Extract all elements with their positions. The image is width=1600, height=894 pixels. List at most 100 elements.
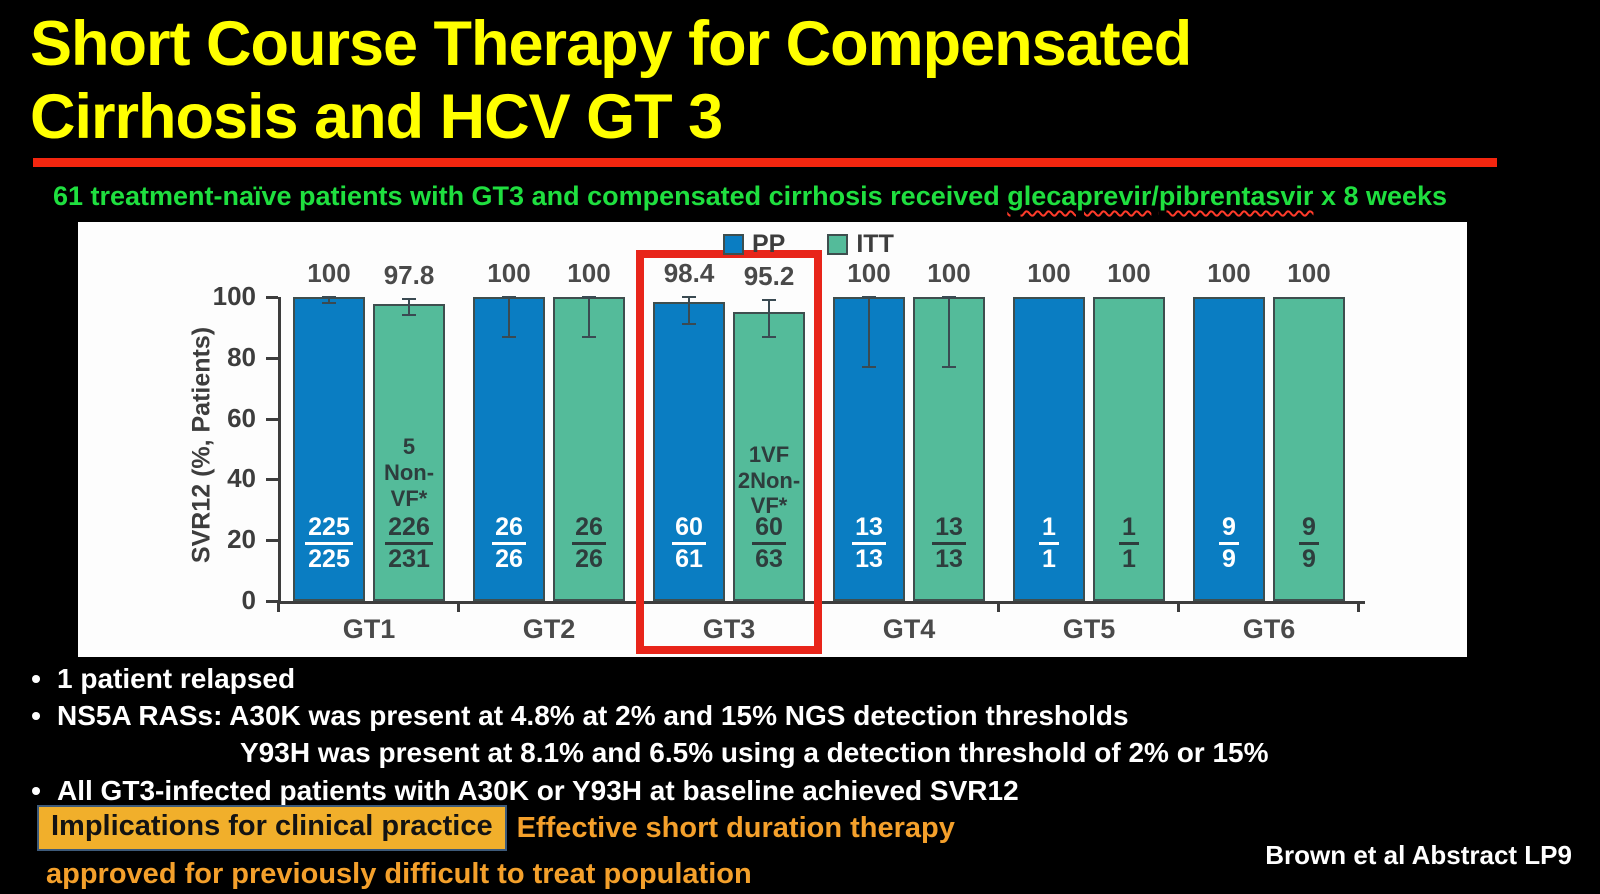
bar-GT3-PP: 60 61 [653, 301, 725, 601]
bullet-marker: • [31, 700, 41, 732]
error-bar-cap [862, 296, 876, 298]
subtitle-suffix: x 8 weeks [1313, 181, 1448, 211]
bullet-text: Y93H was present at 8.1% and 6.5% using … [240, 737, 1269, 769]
bar-fraction: 13 13 [915, 513, 983, 573]
page-title-line1: Short Course Therapy for Compensated [30, 9, 1192, 79]
x-category-label: GT1 [342, 614, 396, 644]
bar-fraction: 26 26 [555, 513, 623, 573]
error-bar-line [948, 297, 950, 367]
bar-value-label: 100 [1027, 258, 1071, 288]
error-bar-line [408, 298, 410, 316]
implications-text-line1: Effective short duration therapy [516, 811, 955, 844]
error-bar-cap [942, 296, 956, 298]
bullet-list: • 1 patient relapsed • NS5A RASs: A30K w… [15, 660, 1585, 809]
drug-name-glecaprevir: glecaprevir [1007, 181, 1152, 211]
bullet-text: All GT3-infected patients with A30K or Y… [57, 774, 1019, 806]
implications-highlight-box: Implications for clinical practice [37, 805, 507, 851]
bar-value-label: 100 [847, 258, 891, 288]
legend-label: PP [752, 230, 786, 258]
error-bar-line [768, 300, 770, 337]
bullet-item: • NS5A RASs: A30K was present at 4.8% at… [15, 697, 1585, 734]
bar-value-label: 97.8 [383, 259, 435, 290]
bar-fraction: 26 26 [475, 513, 543, 573]
bar-annotation: 5 Non- VF* [383, 433, 435, 511]
error-bar-cap [402, 314, 416, 317]
error-bar-line [868, 297, 870, 367]
implications-row: Implications for clinical practice Effec… [37, 805, 955, 851]
x-tick-mark [1177, 601, 1180, 612]
error-bar-cap [322, 302, 336, 305]
bar-value-label: 100 [487, 258, 531, 288]
y-axis-title: SVR12 (%, Patients) [187, 326, 216, 564]
x-tick-mark [997, 601, 1000, 612]
bullet-text: NS5A RASs: A30K was present at 4.8% at 2… [57, 700, 1129, 732]
bar-GT2-ITT: 26 26 [553, 297, 625, 601]
study-subtitle: 61 treatment-naïve patients with GT3 and… [0, 181, 1500, 212]
error-bar-cap [582, 296, 596, 298]
y-tick-mark [266, 478, 278, 482]
bullet-marker: • [31, 774, 41, 806]
drug-name-pibrentasvir: pibrentasvir [1158, 181, 1314, 211]
bar-value-label: 100 [1207, 258, 1251, 288]
bar-GT1-PP: 225 225 [293, 297, 365, 601]
error-bar-cap [502, 296, 516, 298]
chart-panel: 0 20 40 60 80 100 GT1 225 225 100 226 231 5 Non- VF*… [78, 222, 1467, 657]
plot-area: 0 20 40 60 80 100 GT1 225 225 100 226 231 5 Non- VF*… [78, 222, 1467, 657]
bar-annotation: 1VF 2Non- VF* [737, 441, 801, 519]
title-underline-divider [33, 158, 1497, 167]
citation-credit: Brown et al Abstract LP9 [1265, 840, 1572, 870]
error-bar-cap [762, 299, 776, 302]
bullet-text: 1 patient relapsed [57, 663, 296, 694]
x-tick-mark [1357, 601, 1360, 612]
legend-item-PP: PP [723, 230, 785, 259]
x-category-label: GT6 [1242, 614, 1296, 644]
gt3-highlight-box [636, 250, 822, 654]
bullet-marker: • [31, 663, 41, 694]
x-category-label: GT3 [702, 614, 756, 644]
implications-text-line2: approved for previously difficult to tre… [46, 858, 752, 890]
bar-value-label: 100 [1287, 258, 1331, 288]
y-tick-mark [266, 356, 278, 360]
bar-fraction: 60 61 [655, 513, 723, 573]
error-bar-cap [582, 335, 596, 338]
x-category-label: GT2 [522, 614, 576, 644]
bar-fraction: 60 63 [735, 513, 803, 573]
y-tick-label: 0 [241, 585, 256, 615]
bar-GT3-ITT: 60 63 1VF 2Non- VF* [733, 311, 805, 601]
bar-value-label: 100 [567, 258, 611, 288]
y-tick-mark [266, 600, 278, 603]
error-bar-cap [322, 296, 336, 298]
error-bar-cap [682, 323, 696, 326]
bar-GT1-ITT: 226 231 5 Non- VF* [373, 303, 445, 601]
bar-value-label: 100 [307, 258, 351, 288]
bullet-item-continuation: Y93H was present at 8.1% and 6.5% using … [15, 734, 1585, 771]
legend-swatch-PP [723, 234, 744, 255]
page-title: Short Course Therapy for Compensated Cir… [30, 8, 1192, 154]
bar-value-label: 100 [1107, 258, 1151, 288]
error-bar-line [688, 297, 690, 325]
subtitle-prefix: 61 treatment-naïve patients with GT3 and… [52, 181, 1008, 211]
bullet-marker [15, 734, 57, 771]
y-axis-line [278, 297, 281, 601]
legend-swatch-ITT [827, 234, 849, 255]
bar-fraction: 13 13 [835, 513, 903, 573]
y-tick-label: 80 [227, 341, 256, 372]
subtitle-slash: / [1151, 181, 1159, 211]
error-bar-line [328, 297, 330, 304]
bullet-item: • 1 patient relapsed [15, 660, 1585, 697]
x-tick-mark [277, 601, 280, 612]
y-tick-label: 20 [227, 524, 256, 555]
y-tick-mark [266, 296, 278, 299]
error-bar-cap [862, 365, 876, 368]
error-bar-cap [402, 297, 416, 300]
legend-label: ITT [856, 230, 894, 258]
x-category-label: GT5 [1062, 614, 1116, 644]
y-tick-mark [266, 417, 278, 421]
y-tick-label: 60 [227, 402, 256, 433]
error-bar-line [588, 297, 590, 337]
